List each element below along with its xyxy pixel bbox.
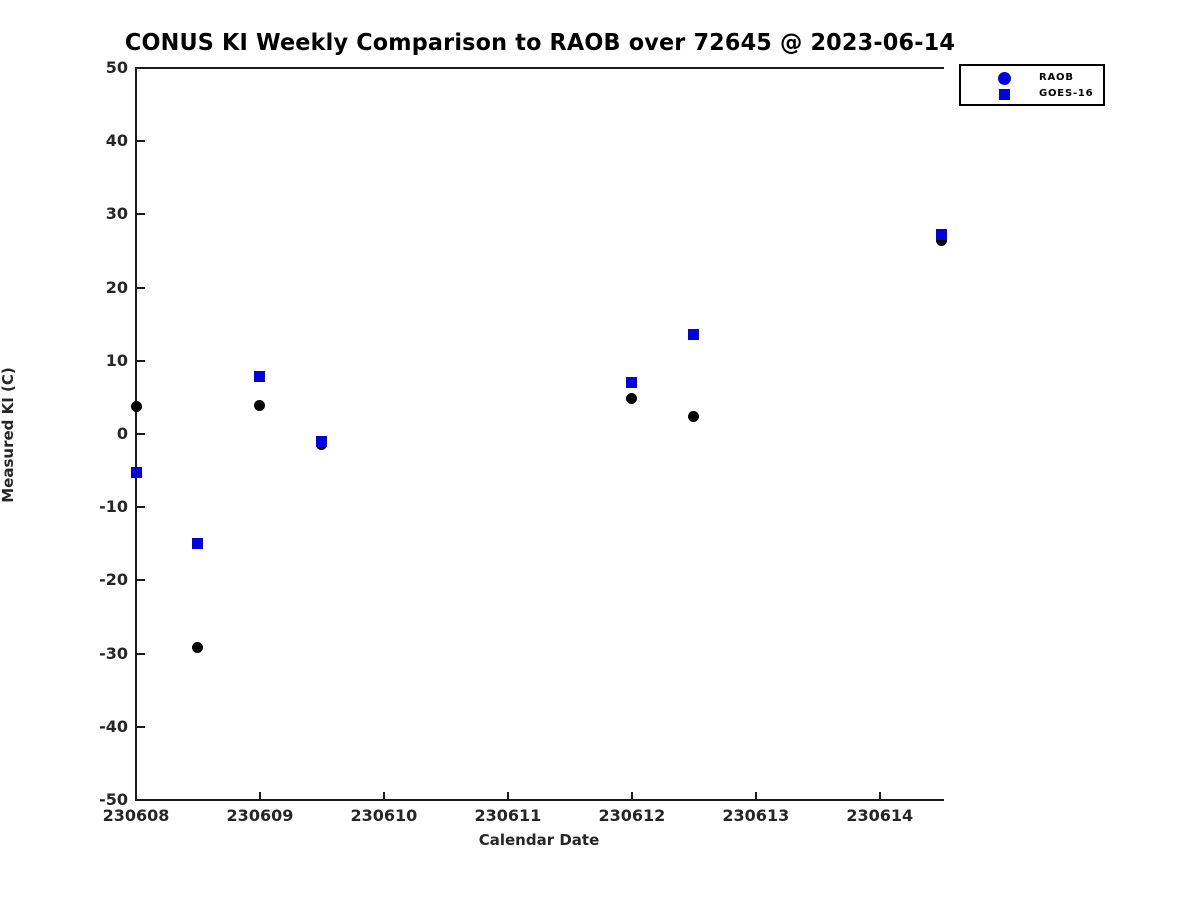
x-tick-label: 230612 [598,806,666,825]
goes16-point [688,328,700,340]
x-tick-mark [258,792,261,800]
x-tick-label: 230608 [102,806,170,825]
y-tick-mark [137,799,145,801]
y-axis-label: Measured KI (C) [0,367,17,503]
x-tick-mark [754,792,757,800]
goes16-point [626,377,638,389]
legend-item-goes16: GOES-16 [961,87,1103,103]
y-tick-label: -30 [99,643,128,663]
y-tick-label: 40 [105,131,128,151]
goes16-point [316,435,328,447]
x-tick-mark [630,792,633,800]
top-axis-line [135,67,944,69]
y-tick-mark [137,67,145,69]
x-tick-label: 230610 [350,806,418,825]
y-tick-label: 30 [105,204,128,224]
y-tick-mark [137,359,145,362]
goes16-point [936,229,948,241]
x-tick-mark [135,792,137,800]
y-tick-mark [137,725,145,728]
raob-point [688,410,700,422]
y-tick-label: 50 [105,58,128,77]
y-tick-mark [137,652,145,655]
y-tick-label: 20 [105,277,128,297]
x-tick-label: 230614 [846,806,914,825]
raob-point [130,400,142,412]
legend-label: RAOB [1039,72,1074,83]
goes16-point [130,466,142,478]
raob-point [192,642,204,654]
raob-legend-marker-circle-icon [998,72,1011,85]
y-tick-label: 0 [116,424,128,443]
x-axis-line [135,799,944,801]
y-tick-label: -40 [99,716,128,736]
y-tick-label: 10 [105,350,128,370]
y-tick-mark [137,140,145,143]
x-tick-mark [878,792,881,800]
x-tick-label: 230613 [722,806,790,825]
legend-label: GOES-16 [1039,88,1094,99]
y-tick-label: -50 [99,790,128,809]
y-tick-mark [137,579,145,582]
y-tick-label: -10 [99,497,128,517]
x-tick-mark [382,792,385,800]
legend-item-raob: RAOB [961,71,1103,87]
y-tick-mark [137,506,145,509]
y-tick-mark [137,433,145,435]
y-tick-label: -20 [99,570,128,590]
chart-title: CONUS KI Weekly Comparison to RAOB over … [124,30,956,56]
y-tick-mark [137,286,145,289]
raob-point [626,393,638,405]
x-tick-mark [506,792,509,800]
legend: RAOB GOES-16 [959,64,1105,106]
x-tick-label: 230609 [226,806,294,825]
y-tick-mark [137,213,145,216]
goes16-point [192,537,204,549]
x-tick-label: 230611 [474,806,542,825]
goes16-point [254,370,266,382]
x-axis-label: Calendar Date [478,831,600,849]
goes16-legend-marker-square-icon [999,89,1010,100]
y-axis-line [135,67,137,801]
raob-point [254,399,266,411]
